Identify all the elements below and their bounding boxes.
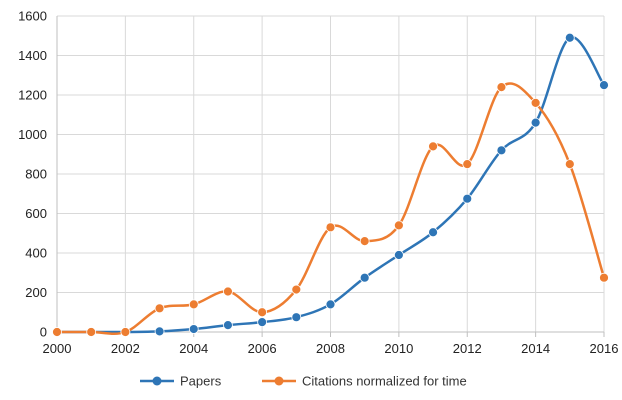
data-point [564, 159, 575, 170]
y-tick-label: 800 [25, 167, 47, 182]
data-point [564, 32, 575, 43]
legend: Papers Citations normalized for time [140, 374, 467, 389]
x-tick-label: 2000 [43, 341, 72, 356]
data-point [223, 320, 233, 330]
x-tick-label: 2002 [111, 341, 140, 356]
data-point [52, 327, 62, 337]
data-point [428, 227, 438, 238]
x-tick-label: 2012 [453, 341, 482, 356]
data-point [257, 317, 268, 328]
legend-label: Citations normalized for time [302, 374, 467, 389]
data-point [496, 82, 507, 92]
series-citations [52, 82, 609, 337]
data-point [359, 272, 370, 283]
y-tick-label: 1000 [18, 127, 47, 142]
data-point [359, 236, 370, 247]
data-point [393, 220, 404, 231]
legend-item: Papers [140, 374, 222, 389]
y-tick-label: 400 [25, 246, 47, 261]
data-point [257, 307, 268, 318]
x-tick-label: 2008 [316, 341, 345, 356]
data-point [291, 284, 302, 295]
data-point [154, 303, 165, 314]
data-point [496, 145, 507, 156]
y-tick-label: 1600 [18, 9, 47, 24]
tick-labels: 0 200 400 600 800 1000 1200 1400 1600 2000 2002 200… [18, 9, 618, 357]
legend-label: Papers [180, 374, 222, 389]
y-tick-label: 0 [40, 325, 47, 340]
grid [57, 15, 605, 332]
data-point [428, 141, 438, 152]
data-point [223, 286, 233, 297]
data-point [188, 324, 199, 334]
data-point [462, 159, 473, 170]
data-point [530, 98, 541, 108]
data-point [325, 222, 336, 233]
x-tick-label: 2016 [590, 341, 619, 356]
x-tick-label: 2006 [248, 341, 277, 356]
data-point [325, 299, 336, 310]
y-tick-label: 200 [25, 285, 47, 300]
data-point [599, 272, 609, 283]
legend-swatch-marker [274, 376, 284, 386]
data-point [599, 80, 609, 91]
y-tick-label: 1200 [18, 88, 47, 103]
y-tick-label: 1400 [18, 48, 47, 63]
legend-swatch-marker [152, 376, 162, 386]
data-point [393, 250, 404, 260]
legend-item: Citations normalized for time [262, 374, 467, 389]
x-tick-label: 2004 [179, 341, 208, 356]
data-point [291, 312, 302, 323]
data-point [86, 327, 97, 337]
x-tick-label: 2014 [521, 341, 550, 356]
series [52, 32, 609, 337]
y-tick-label: 600 [25, 206, 47, 221]
data-point [154, 326, 165, 337]
data-point [462, 193, 473, 204]
data-point [188, 299, 199, 310]
data-point [120, 327, 131, 337]
data-point [530, 117, 541, 128]
x-tick-label: 2010 [384, 341, 413, 356]
